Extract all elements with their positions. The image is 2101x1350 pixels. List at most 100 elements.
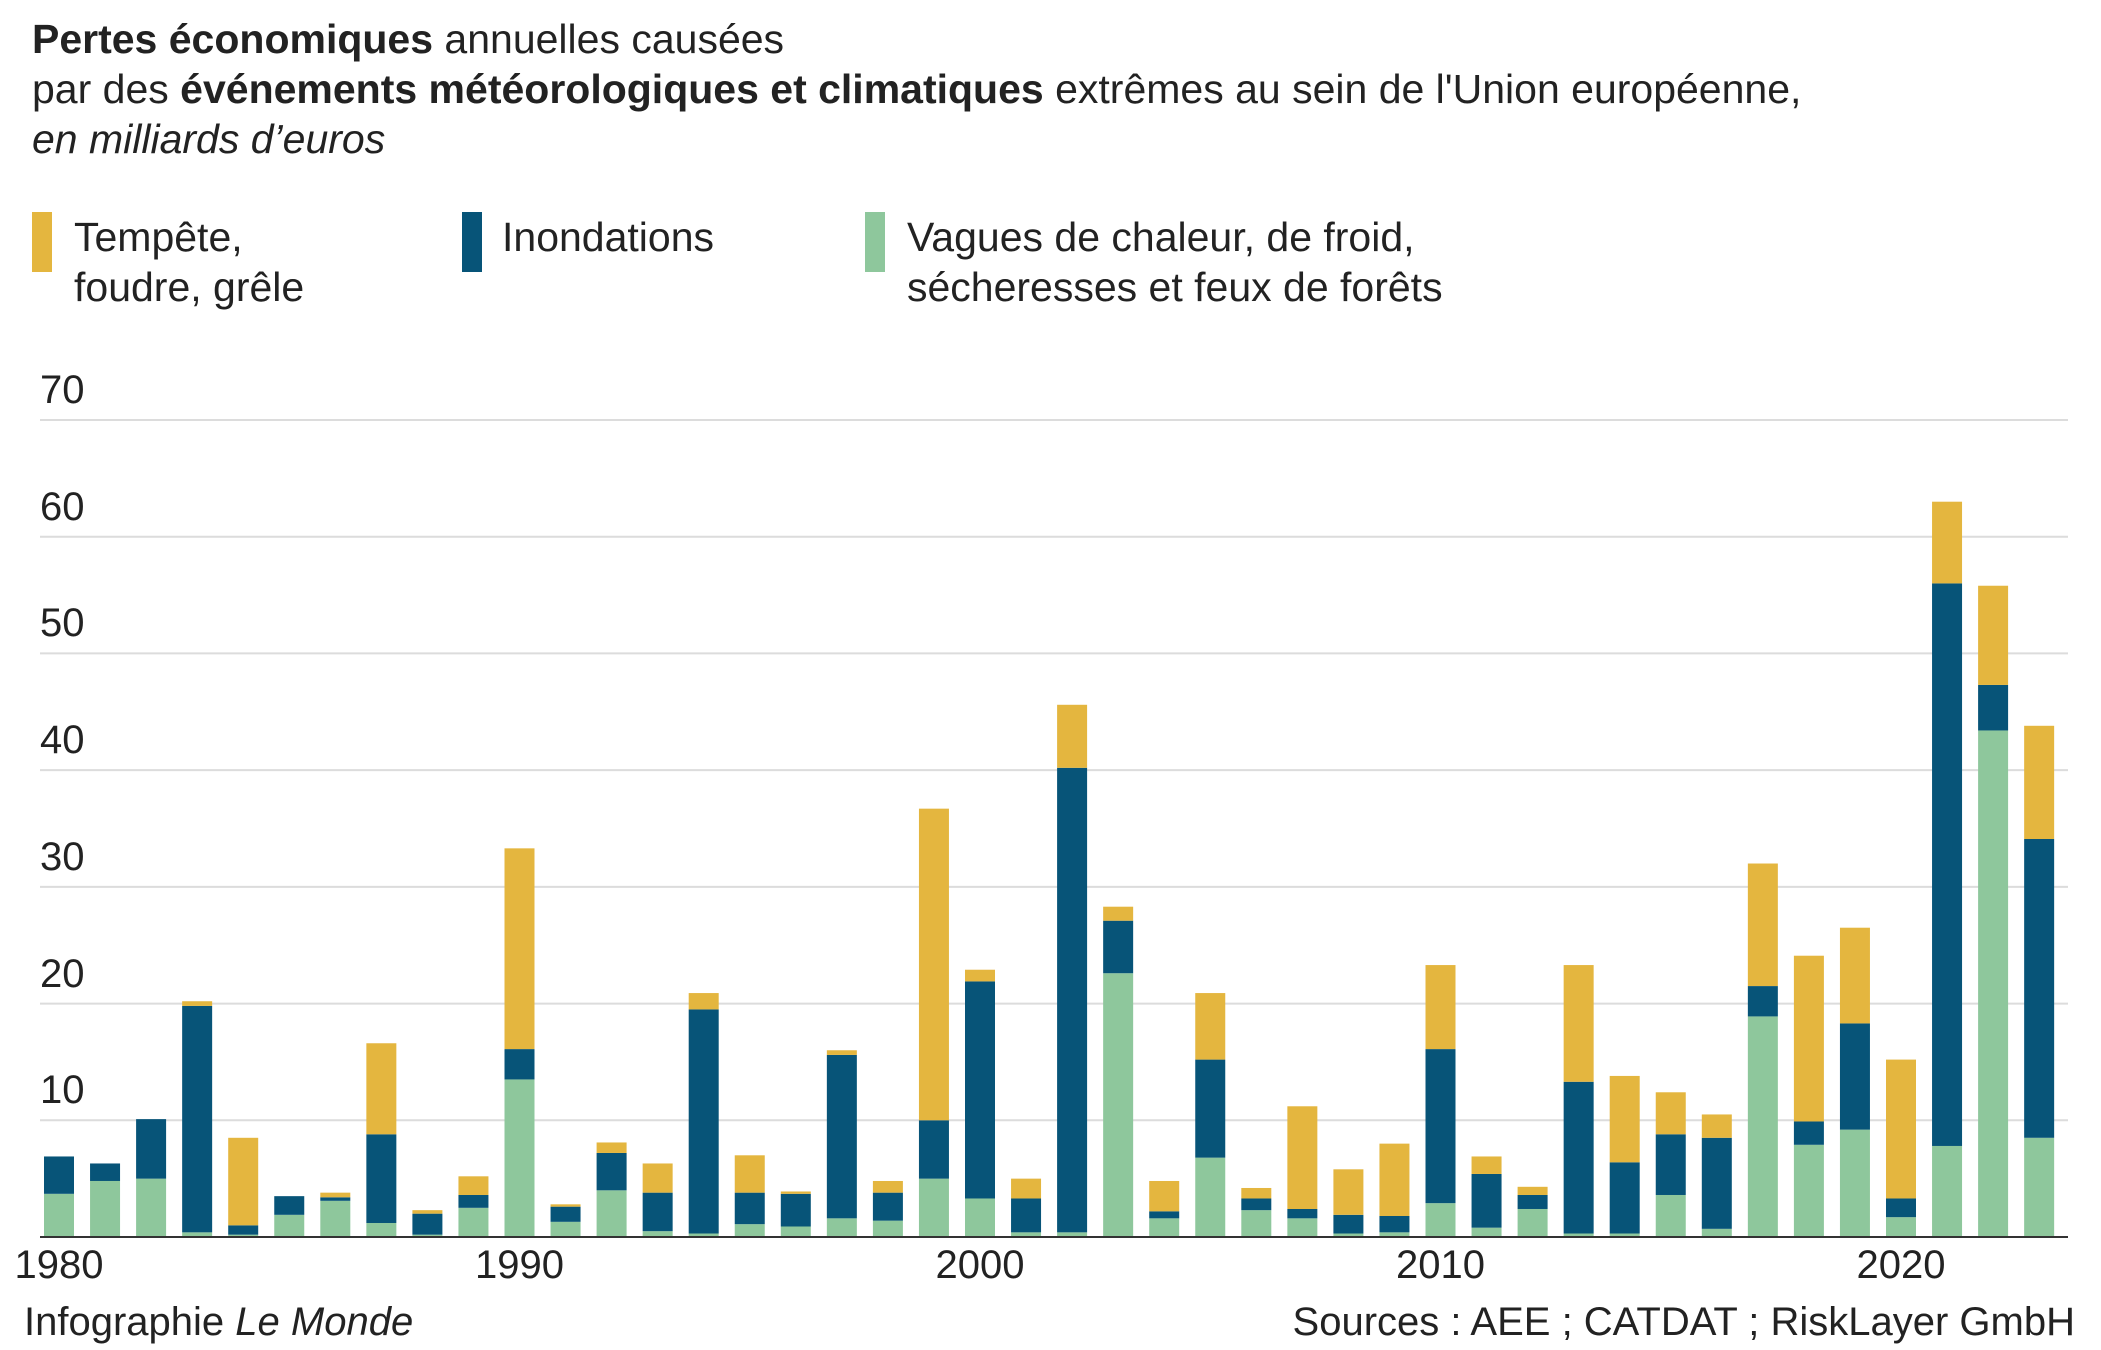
bar-storm-2023 [2024,725,2055,840]
bar-flood-1997 [826,1054,857,1219]
bar-flood-1981 [90,1163,121,1181]
bar-heat-2012 [1517,1208,1548,1237]
bar-heat-1981 [90,1180,121,1237]
bar-flood-1989 [458,1194,489,1208]
bar-storm-2017 [1747,863,1778,987]
bar-heat-1983 [182,1232,213,1237]
x-tick-label-2020: 2020 [1856,1243,1946,1287]
y-tick-label-20: 20 [40,951,85,996]
bar-heat-1996 [780,1226,811,1237]
legend-label-heat: Vagues de chaleur, de froid, sécheresses… [907,214,1443,310]
bar-flood-2001 [1011,1198,1042,1233]
bar-flood-2013 [1563,1081,1594,1234]
bar-flood-2005 [1195,1059,1226,1158]
bar-flood-2006 [1241,1198,1272,1211]
bar-storm-1995 [734,1155,765,1193]
bar-heat-2013 [1563,1233,1594,1237]
bar-heat-1993 [642,1231,673,1237]
bar-heat-1991 [550,1221,581,1237]
bar-storm-1993 [642,1163,673,1193]
bar-storm-1994 [688,993,719,1010]
bar-heat-2019 [1839,1129,1870,1237]
bar-flood-2019 [1839,1023,1870,1130]
x-tick-label-2000: 2000 [935,1243,1025,1287]
bar-flood-1983 [182,1005,213,1233]
bar-storm-1990 [504,848,535,1050]
bar-heat-1998 [872,1220,903,1237]
y-tick-label-10: 10 [40,1068,85,1113]
bar-storm-1996 [780,1191,811,1194]
x-tick-label-1980: 1980 [14,1243,104,1287]
bar-storm-1998 [872,1180,903,1193]
bar-heat-2005 [1195,1157,1226,1237]
bar-flood-1988 [412,1213,443,1235]
bar-heat-1984 [228,1234,259,1237]
bar-flood-1996 [780,1193,811,1227]
bar-flood-2023 [2024,839,2055,1138]
bar-flood-2014 [1609,1162,1640,1234]
bar-heat-2003 [1103,973,1134,1237]
bar-flood-2017 [1747,986,1778,1017]
bar-storm-2019 [1839,927,1870,1024]
bar-flood-1991 [550,1206,581,1222]
y-tick-label-50: 50 [40,601,85,646]
bar-storm-1991 [550,1204,581,1207]
title-line-1: Pertes économiques annuelles causées [32,16,785,62]
bar-storm-1984 [228,1137,259,1226]
bar-flood-2012 [1517,1194,1548,1209]
legend-swatch-storm [32,212,52,272]
bar-flood-1993 [642,1192,673,1232]
bar-storm-1989 [458,1176,489,1195]
bar-storm-2009 [1379,1143,1410,1216]
chart-title: Pertes économiques annuelles causées par… [32,14,1801,164]
bar-flood-1995 [734,1192,765,1225]
bar-heat-1992 [596,1190,627,1237]
x-tick-label-1990: 1990 [475,1243,564,1287]
bar-flood-2022 [1978,684,2009,731]
bar-storm-1999 [918,808,949,1121]
bar-storm-1997 [826,1050,857,1055]
bar-heat-1995 [734,1224,765,1237]
y-tick-label-40: 40 [40,718,85,763]
bar-storm-1987 [366,1043,397,1135]
y-tick-label-60: 60 [40,484,85,529]
bar-heat-2008 [1333,1233,1364,1237]
bar-storm-2011 [1471,1156,1502,1174]
bar-storm-2015 [1655,1092,1686,1135]
bar-flood-1980 [44,1156,74,1194]
bar-heat-2020 [1886,1217,1916,1237]
bar-flood-2011 [1471,1173,1502,1228]
bar-heat-2018 [1793,1144,1824,1237]
bar-storm-1983 [182,1001,213,1006]
bar-storm-2006 [1241,1187,1272,1199]
bar-flood-2008 [1333,1214,1364,1234]
bar-heat-1990 [504,1079,535,1237]
bar-heat-1986 [320,1200,351,1237]
bar-flood-1986 [320,1197,351,1201]
bar-flood-1984 [228,1225,259,1235]
y-tick-label-30: 30 [40,834,85,879]
bar-heat-2011 [1471,1227,1502,1237]
bar-storm-2013 [1563,965,1594,1082]
bar-heat-2004 [1149,1218,1180,1237]
bar-storm-2000 [965,969,995,982]
legend-swatch-flood [462,212,482,272]
bar-flood-2007 [1287,1208,1318,1219]
bar-flood-1985 [274,1196,305,1215]
bar-storm-2002 [1057,704,1088,768]
bar-storm-2008 [1333,1169,1364,1215]
bar-storm-2014 [1609,1075,1640,1163]
bar-flood-2021 [1932,583,1963,1146]
bar-heat-2009 [1379,1232,1410,1237]
bar-flood-1998 [872,1192,903,1221]
bar-flood-2018 [1793,1121,1824,1145]
bar-flood-1982 [136,1119,167,1179]
sources: Sources : AEE ; CATDAT ; RiskLayer GmbH [1292,1300,2075,1344]
bar-storm-2020 [1886,1059,1916,1199]
legend-swatch-heat [865,212,885,272]
bar-heat-2006 [1241,1210,1272,1237]
bar-storm-2003 [1103,906,1134,921]
bar-heat-2015 [1655,1194,1686,1237]
legend-label-flood: Inondations [502,214,715,260]
